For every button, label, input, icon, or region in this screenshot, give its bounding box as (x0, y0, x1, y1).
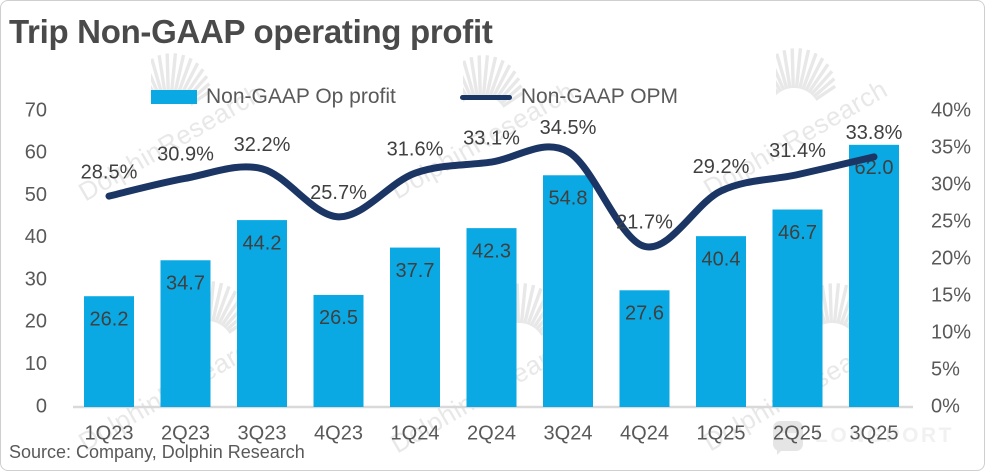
bar-value-label: 37.7 (396, 260, 435, 282)
opm-point-label: 32.2% (234, 134, 291, 156)
right-axis-tick: 40% (931, 99, 971, 121)
bar-1Q24 (390, 247, 440, 407)
opm-point-label: 29.2% (693, 156, 750, 178)
opm-point-label: 30.9% (157, 144, 214, 166)
opm-line (105, 143, 878, 251)
opm-point-label: 31.6% (387, 138, 444, 160)
x-axis-label: 3Q24 (544, 422, 593, 444)
line-swatch-icon (459, 94, 512, 100)
right-axis-tick: 5% (931, 358, 960, 380)
legend-item-opm: Non-GAAP OPM (459, 85, 679, 109)
longport-chat-bubble-icon (773, 421, 803, 455)
left-axis-tick: 30 (25, 268, 47, 290)
left-axis-tick: 20 (25, 311, 47, 333)
bar-value-label: 46.7 (778, 222, 817, 244)
bar-value-label: 44.2 (243, 232, 282, 254)
legend-label-opm: Non-GAAP OPM (520, 85, 679, 108)
x-axis-label: 4Q23 (314, 422, 363, 444)
bar-value-label: 42.3 (472, 240, 511, 262)
right-axis-tick: 15% (931, 284, 971, 306)
chart-title: Trip Non-GAAP operating profit (9, 13, 493, 50)
bar-4Q23 (313, 294, 364, 407)
bar-swatch-icon (151, 90, 197, 104)
opm-point-label: 21.7% (616, 212, 673, 234)
bar-3Q24 (543, 175, 593, 407)
x-axis-label: 1Q24 (391, 422, 440, 444)
x-axis-label: 3Q25 (850, 422, 899, 444)
bar-value-label: 27.6 (625, 303, 664, 325)
bar-value-label: 54.8 (549, 188, 588, 210)
bar-value-label: 34.7 (166, 273, 205, 295)
left-axis-tick: 40 (25, 226, 47, 248)
x-axis-label: 3Q23 (238, 422, 287, 444)
bar-value-label: 40.4 (702, 248, 741, 270)
x-axis-label: 2Q25 (773, 422, 822, 444)
x-axis-label: 2Q23 (161, 422, 210, 444)
left-axis-tick: 10 (25, 353, 47, 375)
bar-value-label: 26.5 (319, 307, 358, 329)
x-axis-label: 2Q24 (467, 422, 516, 444)
source-note: Source: Company, Dolphin Research (9, 442, 305, 462)
opm-point-label: 33.1% (463, 127, 520, 149)
legend-label-op-profit: Non-GAAP Op profit (206, 85, 396, 108)
right-axis-tick: 0% (931, 395, 960, 417)
x-axis-label: 4Q24 (620, 422, 669, 444)
x-axis-label: 1Q25 (697, 422, 746, 444)
legend: Non-GAAP Op profit Non-GAAP OPM (151, 85, 678, 109)
longport-logo-text: LONGPORT (815, 424, 954, 447)
opm-point-label: 31.4% (769, 140, 826, 162)
bar-1Q25 (696, 236, 746, 407)
left-axis-tick: 0 (36, 395, 47, 417)
x-axis-label: 1Q23 (85, 422, 134, 444)
opm-point-label: 25.7% (310, 182, 367, 204)
opm-point-label: 34.5% (540, 117, 597, 139)
legend-item-op-profit: Non-GAAP Op profit (151, 85, 396, 109)
right-axis-tick: 25% (931, 210, 971, 232)
bar-value-label: 26.2 (90, 308, 129, 330)
left-axis-tick: 50 (25, 184, 47, 206)
left-axis-tick: 60 (25, 142, 47, 164)
bar-3Q25 (849, 144, 899, 408)
opm-point-label: 28.5% (81, 161, 138, 183)
longport-logo: LONGPORT (773, 421, 954, 455)
bar-4Q24 (619, 290, 670, 407)
left-axis-tick: 70 (25, 99, 47, 121)
right-axis-tick: 35% (931, 136, 971, 158)
opm-point-label: 33.8% (846, 122, 903, 144)
right-axis-tick: 10% (931, 321, 971, 343)
right-axis-tick: 30% (931, 173, 971, 195)
right-axis-tick: 20% (931, 247, 971, 269)
bar-1Q23 (84, 296, 134, 407)
